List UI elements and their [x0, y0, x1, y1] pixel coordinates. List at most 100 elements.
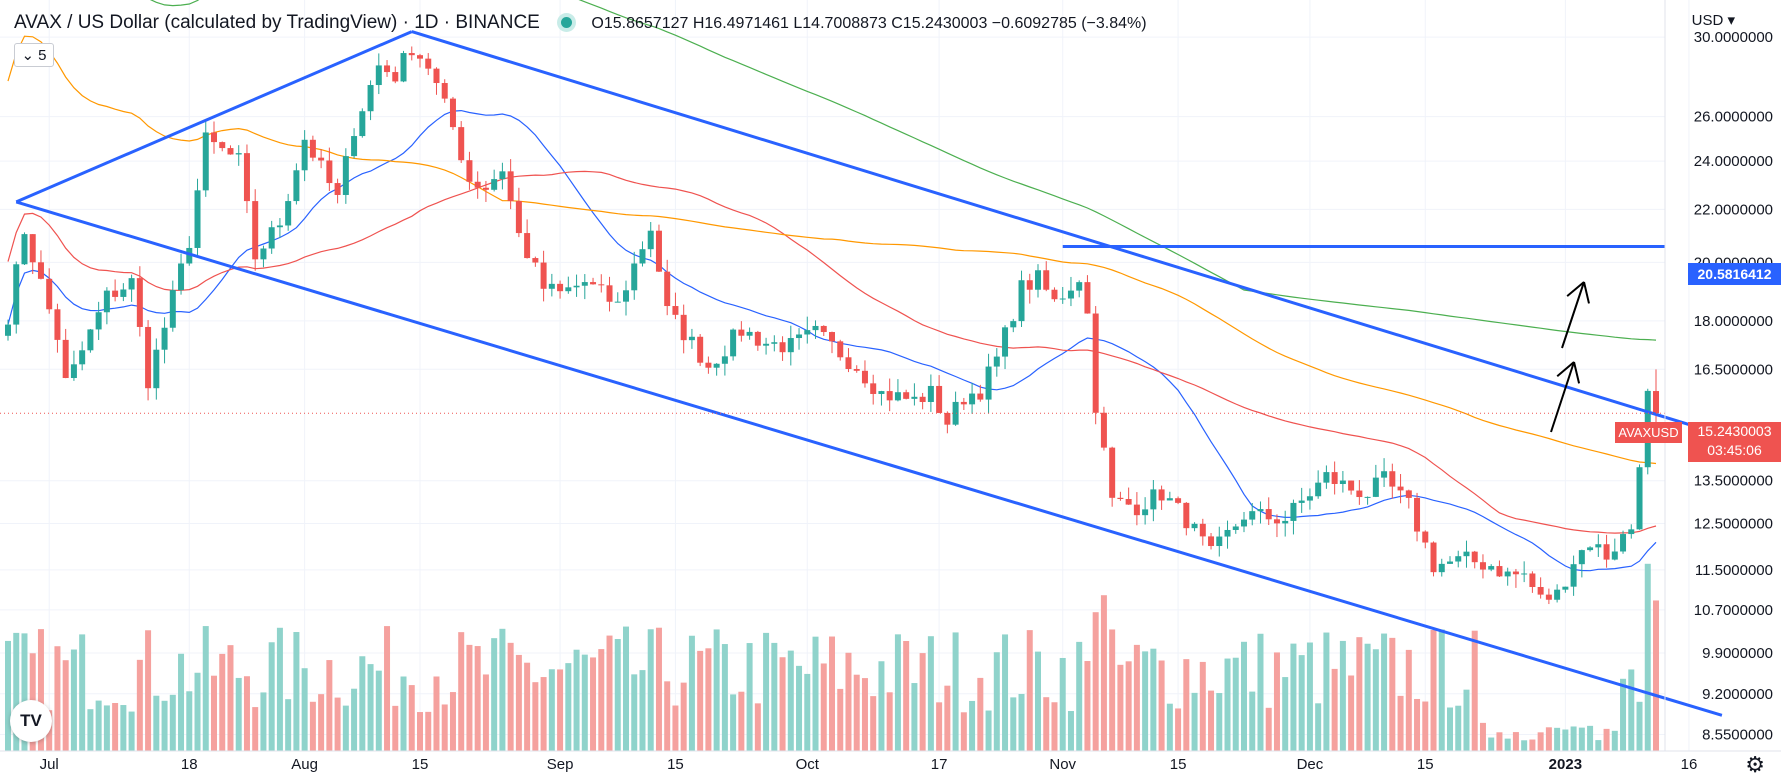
candle-body [161, 327, 168, 350]
volume-bar [359, 656, 366, 751]
currency-selector[interactable]: USD ▾ [1692, 11, 1735, 29]
volume-bar [623, 626, 629, 751]
candle-body [1199, 523, 1206, 537]
candle-body [1273, 519, 1280, 524]
volume-bar [1488, 737, 1495, 751]
volume-bar [927, 636, 934, 751]
candle-body [927, 385, 934, 402]
price-tick-label: 18.0000000 [1694, 313, 1773, 330]
candle-body [1628, 529, 1635, 535]
candle-body [763, 343, 770, 346]
volume-bar [1018, 693, 1025, 751]
candle-body [367, 85, 374, 112]
candle-body [680, 314, 687, 341]
volume-bar [1504, 738, 1511, 751]
candle-body [1331, 472, 1338, 484]
ma_long-line [149, 0, 1657, 341]
candle-body [1018, 280, 1025, 322]
market-status-icon[interactable] [561, 17, 573, 29]
price-tick-label: 8.5500000 [1702, 727, 1773, 744]
candle-body [1611, 551, 1618, 560]
tradingview-logo-icon[interactable]: TV [10, 700, 52, 742]
candle-body [186, 247, 193, 264]
candle-body [375, 65, 382, 86]
volume-bar [136, 659, 143, 751]
candle-body [598, 284, 605, 286]
price-axis[interactable]: 30.0000000 26.0000000 24.0000000 22.0000000… [1664, 0, 1773, 751]
volume-bar [829, 636, 835, 751]
volume-bar [1232, 657, 1239, 751]
volume-bar [688, 635, 695, 751]
candle-body [664, 271, 671, 307]
volume-bar [886, 692, 893, 751]
volume-bar [1290, 643, 1297, 751]
candle-body [21, 234, 28, 265]
candle-body [1447, 561, 1453, 564]
volume-bar [276, 627, 283, 751]
last-price-tag: 15.2430003 03:45:06 [1688, 422, 1781, 462]
volume-bar [861, 678, 868, 751]
volume-bar [1142, 651, 1149, 751]
volume-bar [812, 636, 819, 751]
candle-body [540, 262, 547, 289]
volume-bar [631, 674, 638, 751]
trendlines[interactable] [15, 30, 1731, 717]
volume-bar [482, 674, 489, 751]
indicators-collapse-button[interactable]: ⌄ 5 [14, 43, 54, 67]
volume-bar [1298, 655, 1305, 751]
volume-bar [746, 643, 753, 751]
volume-bar [1554, 727, 1561, 751]
candle-body [771, 342, 778, 344]
projection-arrow [1550, 361, 1575, 433]
volume-bar [540, 677, 547, 751]
volume-bar [1059, 657, 1066, 751]
volume-bar [944, 685, 951, 751]
candle-body [960, 401, 967, 405]
volume-bar [705, 648, 712, 751]
volume-bar [960, 712, 967, 751]
candle-body [515, 201, 522, 234]
volume-bar [1067, 711, 1074, 751]
candle-body [29, 234, 36, 263]
volume-bar [54, 646, 61, 751]
volume-bar [1496, 732, 1503, 751]
chart-legend: AVAX / US Dollar (calculated by TradingV… [14, 12, 1147, 34]
time-axis[interactable]: Jul18Aug15Sep15Oct17Nov15Dec15202316Fe [0, 750, 1781, 773]
volume-bar [491, 638, 498, 751]
chevron-down-icon: ▾ [1727, 12, 1735, 29]
candle-body [70, 364, 77, 379]
candle-body [1241, 519, 1247, 527]
volume-bar [738, 691, 745, 751]
candle-body [1133, 504, 1140, 516]
candle-body [1455, 556, 1462, 562]
volume-bar [1364, 643, 1371, 751]
volume-bar [565, 663, 572, 751]
gear-icon[interactable]: ⚙ [1745, 752, 1765, 777]
volume-bar [128, 711, 135, 751]
price-tick-label: 9.2000000 [1702, 686, 1773, 703]
candle-body [721, 356, 728, 364]
candle-body [169, 290, 176, 328]
volume-bar [1257, 633, 1264, 751]
candle-body [1084, 282, 1091, 314]
volume-bar [664, 681, 671, 751]
volume-bar [37, 629, 44, 751]
volume-bar [936, 702, 943, 751]
candle-body [1232, 526, 1239, 530]
volume-bar [178, 653, 185, 751]
volume-bar [721, 644, 728, 751]
price-tick-label: 30.0000000 [1694, 29, 1773, 46]
candle-body [499, 171, 506, 180]
volume-bar [894, 634, 901, 751]
channel-trendline [411, 30, 1731, 439]
candle-body [1175, 498, 1182, 503]
volume-bar [318, 694, 325, 751]
volume-bar [375, 670, 382, 751]
volume-bar [787, 650, 794, 751]
symbol-title[interactable]: AVAX / US Dollar (calculated by TradingV… [14, 12, 540, 33]
volume-bar [606, 635, 613, 751]
logo-text: TV [20, 711, 42, 730]
volume-bar [754, 703, 761, 751]
candle-body [878, 391, 885, 394]
